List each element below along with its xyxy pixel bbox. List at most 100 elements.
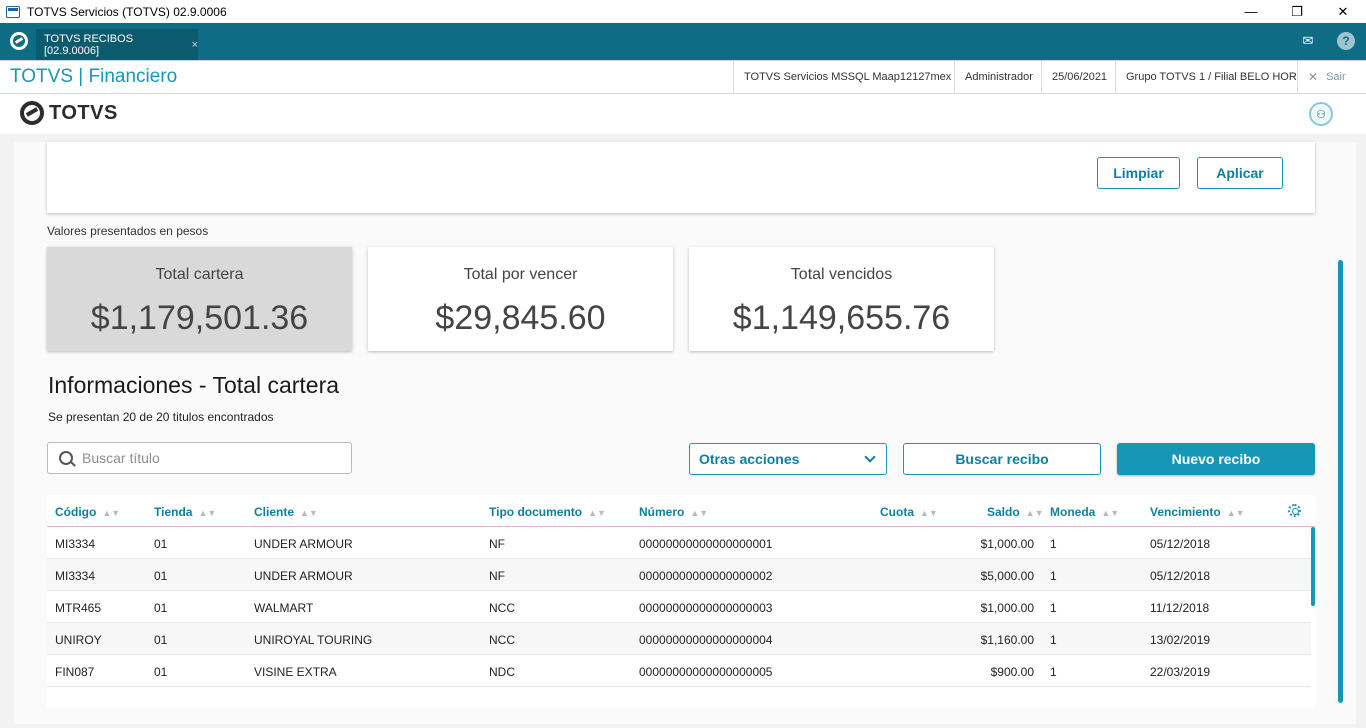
section-title: Informaciones - Total cartera	[48, 372, 340, 398]
kpi-value: $1,179,501.36	[90, 299, 309, 337]
table-row[interactable]: MI3334 01 UNDER ARMOUR NF 00000000000000…	[47, 559, 1311, 591]
help-icon[interactable]: ?	[1337, 32, 1355, 50]
cell-codigo: MI3334	[55, 569, 96, 583]
cell-cliente: UNDER ARMOUR	[254, 537, 353, 551]
column-label: Vencimiento	[1150, 505, 1221, 519]
cell-tienda: 01	[154, 569, 168, 583]
exit-label: Sair	[1326, 71, 1346, 83]
branch-info: Grupo TOTVS 1 / Filial BELO HOR	[1115, 61, 1307, 93]
cell-moneda: 1	[1050, 633, 1057, 647]
table-row[interactable]: MTR465 01 WALMART NCC 000000000000000000…	[47, 591, 1311, 623]
sort-icon: ▲▼	[690, 508, 709, 518]
values-note: Valores presentados en pesos	[47, 224, 209, 238]
minimize-button[interactable]: —	[1244, 4, 1258, 19]
maximize-button[interactable]: ❐	[1291, 3, 1303, 19]
app-tabbar: TOTVS RECIBOS [02.9.0006] × ✉ ?	[0, 23, 1366, 60]
exit-button[interactable]: ✕ Sair	[1297, 61, 1356, 93]
search-field[interactable]	[47, 442, 352, 474]
cell-codigo: FIN087	[55, 665, 95, 679]
page-scrollbar[interactable]	[1338, 260, 1343, 703]
cell-tipo: NCC	[489, 601, 515, 615]
apply-button[interactable]: Aplicar	[1197, 157, 1283, 189]
user-avatar-icon[interactable]: ⚇	[1309, 102, 1333, 126]
column-label: Cuota	[880, 505, 914, 519]
cell-saldo: $1,160.00	[980, 633, 1034, 647]
column-header-saldo[interactable]: Saldo ▲▼	[987, 505, 1044, 519]
clear-button[interactable]: Limpiar	[1097, 157, 1180, 189]
app-window-icon	[6, 5, 20, 18]
titles-table: Código ▲▼ Tienda ▲▼ Cliente ▲▼ Tipo documen…	[47, 495, 1315, 708]
cell-codigo: MTR465	[55, 601, 102, 615]
sort-icon: ▲▼	[920, 508, 938, 518]
cell-moneda: 1	[1050, 601, 1057, 615]
bottom-edge	[0, 724, 1366, 728]
tab-close-icon[interactable]: ×	[191, 38, 198, 51]
column-header-tipo-documento[interactable]: Tipo documento ▲▼	[489, 505, 606, 519]
column-label: Moneda	[1050, 505, 1096, 519]
search-receipt-button[interactable]: Buscar recibo	[903, 443, 1101, 475]
cell-saldo: $5,000.00	[980, 569, 1034, 583]
totvs-menu-icon[interactable]	[10, 32, 28, 50]
other-actions-select[interactable]: Otras acciones	[689, 443, 887, 475]
column-label: Número	[639, 505, 685, 519]
cell-numero: 00000000000000000002	[639, 569, 773, 583]
cell-vencimiento: 11/12/2018	[1150, 601, 1210, 615]
cell-moneda: 1	[1050, 569, 1057, 583]
sort-icon: ▲▼	[1025, 508, 1044, 518]
column-header-cuota[interactable]: Cuota ▲▼	[880, 505, 938, 519]
table-row[interactable]: FIN087 01 VISINE EXTRA NDC 0000000000000…	[47, 655, 1311, 687]
other-actions-label: Otras acciones	[699, 451, 800, 467]
cell-tipo: NF	[489, 569, 505, 583]
window-title: TOTVS Servicios (TOTVS) 02.9.0006	[27, 4, 227, 19]
kpi-label: Total vencidos	[790, 266, 893, 283]
column-header-tienda[interactable]: Tienda ▲▼	[154, 505, 216, 519]
mail-icon[interactable]: ✉	[1302, 33, 1314, 48]
cell-tipo: NDC	[489, 665, 515, 679]
new-receipt-button[interactable]: Nuevo recibo	[1117, 443, 1315, 475]
column-header-cliente[interactable]: Cliente ▲▼	[254, 505, 318, 519]
column-header-moneda[interactable]: Moneda ▲▼	[1050, 505, 1119, 519]
cell-codigo: UNIROY	[55, 633, 102, 647]
kpi-total-cartera[interactable]: Total cartera $1,179,501.36	[47, 247, 352, 351]
cell-tienda: 01	[154, 633, 168, 647]
cell-vencimiento: 05/12/2018	[1150, 537, 1211, 551]
column-label: Cliente	[254, 505, 295, 519]
close-window-button[interactable]: ✕	[1337, 3, 1349, 19]
cell-vencimiento: 05/12/2018	[1150, 569, 1211, 583]
tab-totvs-recibos[interactable]: TOTVS RECIBOS [02.9.0006] ×	[36, 29, 198, 60]
cell-cliente: WALMART	[254, 601, 314, 615]
tab-label: TOTVS RECIBOS [02.9.0006]	[44, 32, 134, 57]
kpi-value: $1,149,655.76	[732, 299, 951, 337]
cell-moneda: 1	[1050, 665, 1057, 679]
kpi-total-por-vencer[interactable]: Total por vencer $29,845.60	[368, 247, 673, 351]
kpi-total-vencidos[interactable]: Total vencidos $1,149,655.76	[689, 247, 994, 351]
table-row[interactable]: UNIROY 01 UNIROYAL TOURING NCC 000000000…	[47, 623, 1311, 655]
cell-tienda: 01	[154, 665, 168, 679]
cell-tienda: 01	[154, 537, 168, 551]
cell-saldo: $900.00	[990, 665, 1034, 679]
column-label: Tipo documento	[489, 505, 583, 519]
search-input[interactable]	[82, 450, 332, 466]
sort-icon: ▲▼	[588, 508, 606, 518]
column-header-codigo[interactable]: Código ▲▼	[55, 505, 120, 519]
cell-vencimiento: 13/02/2019	[1150, 633, 1211, 647]
sort-icon: ▲▼	[1226, 508, 1245, 518]
cell-codigo: MI3334	[55, 537, 96, 551]
column-header-numero[interactable]: Número ▲▼	[639, 505, 708, 519]
cell-numero: 00000000000000000003	[639, 601, 773, 615]
sort-icon: ▲▼	[102, 508, 121, 518]
gear-icon[interactable]	[1288, 504, 1301, 517]
sort-icon: ▲▼	[300, 508, 318, 518]
table-row[interactable]: MI3334 01 UNDER ARMOUR NF 00000000000000…	[47, 527, 1311, 559]
totvs-logo-icon	[20, 101, 44, 125]
cell-cliente: UNDER ARMOUR	[254, 569, 353, 583]
column-label: Tienda	[154, 505, 193, 519]
column-header-vencimiento[interactable]: Vencimiento ▲▼	[1150, 505, 1245, 519]
cell-tipo: NCC	[489, 633, 515, 647]
cell-numero: 00000000000000000001	[639, 537, 773, 551]
date-info: 25/06/2021	[1041, 61, 1117, 93]
table-scrollbar[interactable]	[1311, 527, 1315, 606]
search-icon	[59, 451, 73, 465]
kpi-value: $29,845.60	[435, 299, 606, 337]
module-header: TOTVS | Financiero TOTVS Servicios MSSQL…	[0, 60, 1366, 94]
